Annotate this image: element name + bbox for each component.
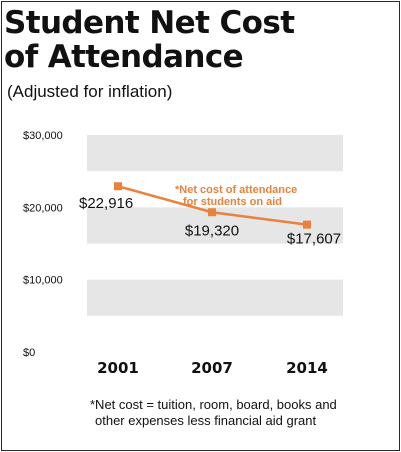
footnote-line-1: *Net cost = tuition, room, board, books … bbox=[90, 397, 337, 412]
data-label-0: $22,916 bbox=[79, 195, 133, 212]
data-label-1: $19,320 bbox=[185, 222, 239, 239]
data-label-2: $17,607 bbox=[287, 231, 341, 248]
series-annotation-line-2: for students on aid bbox=[183, 196, 282, 208]
title-line-2: of Attendance bbox=[4, 39, 244, 75]
title-line-1: Student Net Cost bbox=[4, 5, 295, 41]
x-category-label-0: 2001 bbox=[97, 359, 139, 377]
y-tick-label-2: $20,000 bbox=[23, 202, 63, 214]
grid-band-2 bbox=[87, 135, 343, 172]
chart-subtitle: (Adjusted for inflation) bbox=[7, 82, 173, 101]
x-category-label-1: 2007 bbox=[191, 359, 233, 377]
data-point-2 bbox=[303, 220, 311, 229]
data-point-1 bbox=[208, 208, 216, 217]
grid-band-0 bbox=[87, 279, 343, 316]
series-annotation-line-1: *Net cost of attendance bbox=[175, 184, 297, 196]
footnote-line-2: other expenses less financial aid grant bbox=[95, 413, 317, 428]
y-tick-label-0: $0 bbox=[23, 347, 35, 359]
x-category-label-2: 2014 bbox=[286, 359, 328, 377]
footnote: *Net cost = tuition, room, board, books … bbox=[90, 397, 337, 429]
y-tick-label-1: $10,000 bbox=[23, 275, 63, 287]
y-tick-label-3: $30,000 bbox=[23, 130, 63, 142]
chart-title: Student Net Cost of Attendance bbox=[4, 5, 295, 75]
data-point-0 bbox=[114, 182, 122, 191]
